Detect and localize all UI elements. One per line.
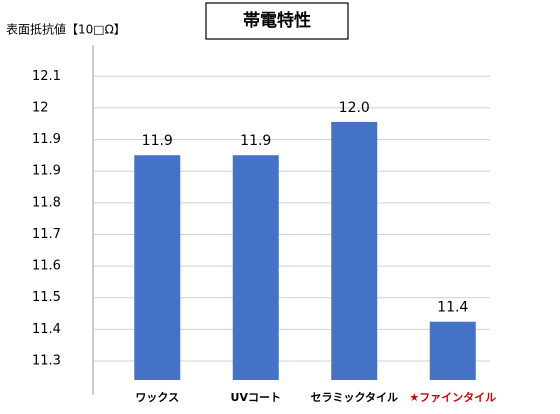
title-box [205, 2, 349, 40]
y-tick-label: 11.3 [32, 354, 61, 369]
bar [429, 321, 476, 380]
y-tick-label: 11.9 [32, 164, 61, 179]
x-tick-label: UVコート [231, 391, 281, 404]
x-tick-label: セラミックタイル [310, 391, 398, 404]
y-tick-label: 11.5 [32, 290, 61, 305]
bar [134, 155, 181, 380]
y-tick-label: 11.9 [32, 132, 61, 147]
chart-title: 帯電特性 [243, 10, 311, 31]
bar [232, 155, 279, 380]
y-axis-label: 表面抵抗値【10□Ω】 [6, 22, 126, 37]
x-tick-label: ★ファインタイル [409, 391, 496, 404]
y-tick-label: 12 [32, 100, 49, 115]
data-label: 11.9 [240, 133, 271, 149]
y-tick-label: 11.8 [32, 195, 61, 210]
data-label: 11.9 [142, 133, 173, 149]
data-label: 12.0 [339, 100, 370, 116]
y-tick-label: 12.1 [32, 69, 61, 84]
data-label: 11.4 [437, 300, 468, 316]
bar [331, 121, 378, 380]
y-tick-label: 11.4 [32, 322, 61, 337]
x-tick-label: ワックス [135, 391, 179, 404]
y-tick-label: 11.7 [32, 227, 61, 242]
y-tick-label: 11.6 [32, 259, 61, 274]
